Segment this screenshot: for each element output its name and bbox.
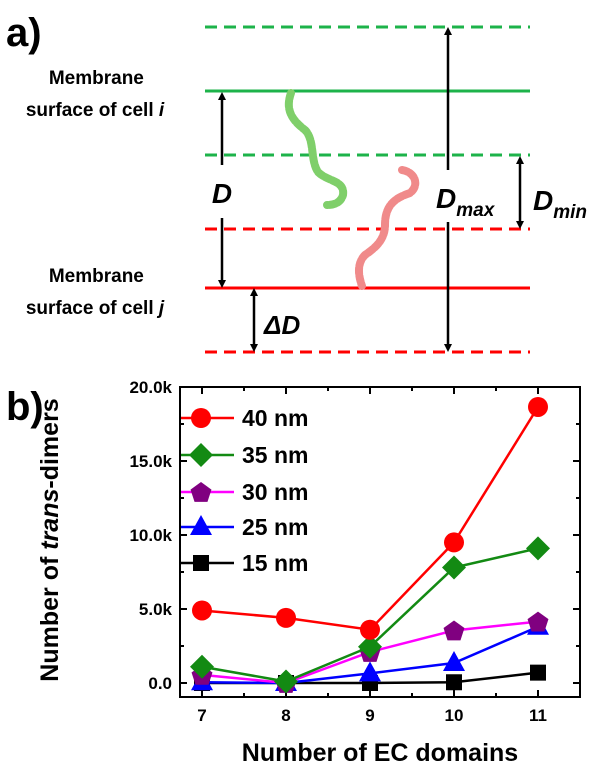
data-point-35-nm <box>190 654 214 679</box>
dmax-label: Dmax <box>436 183 496 221</box>
data-point-25-nm <box>359 661 381 682</box>
y-tick-label: 0.0 <box>148 674 172 693</box>
x-tick-label: 9 <box>365 706 374 725</box>
x-tick-label: 7 <box>197 706 206 725</box>
legend-item-15-nm: 15 nm <box>181 550 308 576</box>
legend-item-25-nm: 25 nm <box>181 514 308 540</box>
red-protein-chain <box>355 166 420 290</box>
green-protein-chain <box>284 89 348 209</box>
data-point-35-nm <box>526 536 550 561</box>
data-point-30-nm <box>443 620 465 641</box>
y-tick-label: 10.0k <box>129 526 172 545</box>
cell-i-label: Membrane surface of cell i <box>26 68 165 121</box>
legend-marker-diamond <box>189 443 213 467</box>
data-point-35-nm <box>358 634 382 659</box>
legend-label: 40 nm <box>242 405 308 431</box>
legend-marker-pentagon <box>190 482 212 502</box>
data-point-35-nm <box>442 555 466 580</box>
data-point-35-nm <box>274 669 298 694</box>
legend: 40 nm 35 nm 30 nm 25 nm 15 nm <box>181 405 308 576</box>
y-tick-label: 5.0k <box>139 600 173 619</box>
x-tick-label: 8 <box>281 706 290 725</box>
legend-item-40-nm: 40 nm <box>181 405 308 431</box>
data-point-40-nm <box>276 607 296 628</box>
y-tick-label: 15.0k <box>129 452 172 471</box>
series-40-nm <box>192 396 548 640</box>
x-axis-label: Number of EC domains <box>242 739 518 767</box>
data-point-40-nm <box>444 532 464 553</box>
panel-a-diagram: a) Membrane surface of cell i Membrane s… <box>6 11 587 354</box>
panel-a-label: a) <box>6 11 42 55</box>
plot-frame <box>179 386 581 698</box>
d-label: D <box>212 178 232 209</box>
legend-marker-circle <box>191 408 211 428</box>
series-35-nm <box>190 536 550 694</box>
y-tick-label: 20.0k <box>129 378 172 397</box>
data-point-40-nm <box>192 600 212 621</box>
y-axis-label: Number of trans-dimers <box>36 398 64 681</box>
data-point-40-nm <box>528 396 548 417</box>
dmin-label: Dmin <box>533 185 587 223</box>
legend-item-35-nm: 35 nm <box>181 442 308 468</box>
cell-j-label: Membrane surface of cell j <box>26 266 165 319</box>
legend-marker-square <box>193 555 209 571</box>
panel-b-label: b) <box>6 385 44 429</box>
legend-label: 25 nm <box>242 514 308 540</box>
delta-d-label: ΔD <box>263 310 300 340</box>
x-tick-label: 11 <box>529 706 547 725</box>
x-tick-label: 10 <box>445 706 464 725</box>
legend-label: 35 nm <box>242 442 308 468</box>
data-point-15-nm <box>446 674 462 691</box>
data-point-25-nm <box>443 651 465 672</box>
data-point-30-nm <box>527 611 549 632</box>
legend-marker-triangle <box>190 515 212 535</box>
data-point-40-nm <box>360 619 380 640</box>
data-point-15-nm <box>530 664 546 681</box>
legend-item-30-nm: 30 nm <box>181 479 308 505</box>
panel-b-chart: b) Number of trans-dimers Number of EC d… <box>6 378 581 767</box>
legend-label: 15 nm <box>242 550 308 576</box>
legend-label: 30 nm <box>242 479 308 505</box>
